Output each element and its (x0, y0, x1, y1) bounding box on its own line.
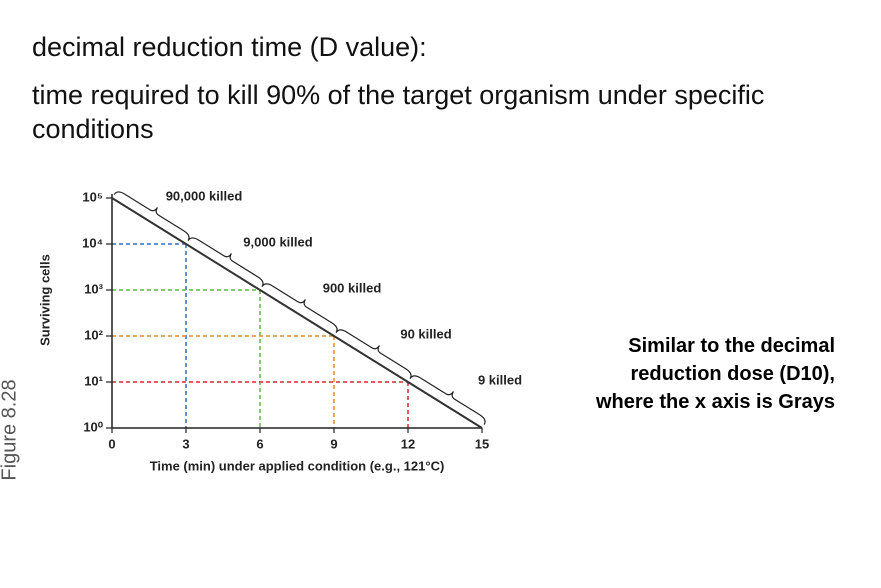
annotation: 900 killed (323, 280, 382, 295)
y-axis-label: Surviving cells (37, 254, 52, 346)
x-tick-label: 0 (108, 436, 115, 451)
side-note: Similar to the decimal reduction dose (D… (595, 335, 835, 413)
y-tick-label: 10⁰ (83, 419, 103, 434)
definition: time required to kill 90% of the target … (32, 80, 765, 144)
annotation: 90,000 killed (166, 188, 243, 203)
heading: decimal reduction time (D value): (32, 32, 427, 62)
annotation: 90 killed (400, 326, 451, 341)
brace (409, 375, 486, 425)
figure-label: Figure 8.28 (0, 379, 20, 480)
y-tick-label: 10¹ (84, 373, 103, 388)
x-tick-label: 15 (475, 436, 489, 451)
y-tick-label: 10⁵ (82, 189, 103, 204)
x-axis-label: Time (min) under applied condition (e.g.… (150, 458, 445, 473)
y-tick-label: 10⁴ (82, 235, 103, 250)
y-tick-label: 10² (84, 327, 103, 342)
annotation: 9,000 killed (243, 234, 312, 249)
x-tick-label: 12 (401, 436, 415, 451)
y-tick-label: 10³ (84, 281, 103, 296)
x-tick-label: 3 (182, 436, 189, 451)
x-tick-label: 6 (256, 436, 263, 451)
x-tick-label: 9 (330, 436, 337, 451)
annotation: 9 killed (478, 372, 522, 387)
data-line (111, 197, 483, 429)
